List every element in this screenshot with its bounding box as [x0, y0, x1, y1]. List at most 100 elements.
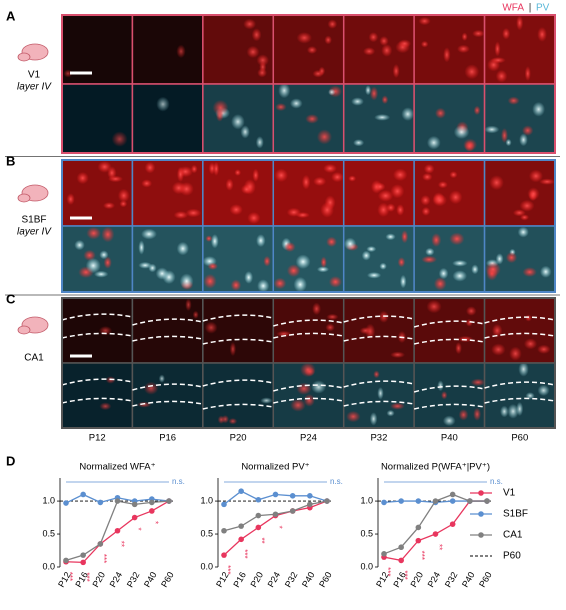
- cell: [192, 310, 199, 319]
- region-label: CA1: [24, 353, 44, 364]
- cell: [155, 267, 169, 280]
- cell: [525, 314, 532, 322]
- image-tile: [132, 363, 203, 428]
- cell: [344, 237, 357, 251]
- cell: [522, 125, 534, 136]
- cell: [373, 370, 380, 379]
- data-point: [432, 531, 439, 537]
- cell: [381, 43, 393, 57]
- age-label: P32: [370, 433, 387, 444]
- cell: [326, 313, 339, 321]
- data-point: [80, 491, 86, 498]
- cell: [176, 44, 186, 59]
- data-point: [449, 521, 456, 527]
- legend-marker: [478, 490, 484, 496]
- cell: [363, 47, 376, 56]
- x-tick-label: P40: [142, 570, 159, 589]
- layer-boundary: [343, 400, 415, 407]
- cell: [494, 41, 501, 57]
- image-tile: [202, 363, 274, 428]
- cell: [296, 32, 313, 44]
- cell: [385, 233, 396, 241]
- series-line: [383, 500, 487, 562]
- layer-boundary: [343, 315, 415, 323]
- data-point: [63, 557, 69, 564]
- x-tick-label: P24: [266, 570, 283, 589]
- cell: [316, 129, 333, 145]
- cell: [190, 164, 198, 174]
- cell: [434, 107, 446, 119]
- data-point: [381, 499, 387, 506]
- y-tick-label: 1.0: [360, 495, 373, 505]
- cell: [93, 270, 109, 278]
- data-point: [432, 498, 439, 504]
- image-tile: [132, 15, 203, 84]
- cell: [421, 255, 438, 264]
- cell: [158, 374, 165, 383]
- cell: [418, 16, 431, 26]
- cell: [212, 99, 229, 116]
- cell: [246, 45, 260, 59]
- layer-boundary: [343, 380, 415, 388]
- legend-label: V1: [503, 488, 516, 499]
- cell: [366, 272, 382, 279]
- cell: [377, 202, 390, 218]
- cell: [179, 181, 194, 196]
- layer-boundary: [413, 338, 485, 345]
- cell: [311, 380, 327, 394]
- significance: *: [274, 526, 283, 529]
- significance: **: [257, 537, 266, 543]
- data-point: [131, 501, 138, 508]
- cell: [432, 194, 448, 207]
- cell: [519, 199, 535, 212]
- cell: [74, 239, 85, 251]
- cell: [464, 64, 480, 80]
- cell: [520, 214, 530, 221]
- cell: [443, 47, 451, 63]
- cell: [401, 230, 409, 244]
- cell: [528, 169, 544, 183]
- layer-boundary: [413, 320, 485, 328]
- cell: [185, 208, 202, 218]
- cell: [441, 391, 448, 400]
- cell: [353, 139, 365, 147]
- y-tick-label: 0.0: [42, 561, 55, 571]
- layer-boundary: [413, 403, 485, 410]
- data-point: [80, 552, 86, 558]
- cell: [433, 277, 447, 291]
- significance: ***: [223, 565, 232, 574]
- cell: [509, 346, 522, 361]
- cell: [449, 232, 465, 246]
- cell: [138, 261, 152, 269]
- cell: [423, 163, 435, 174]
- cell: [366, 245, 377, 253]
- layer-boundary: [202, 338, 274, 345]
- cell: [539, 178, 556, 185]
- cell: [231, 114, 245, 130]
- cell: [374, 182, 386, 191]
- cell: [537, 26, 547, 42]
- cell: [346, 410, 361, 423]
- cell: [392, 168, 408, 182]
- legend-marker: [478, 511, 484, 517]
- y-tick-label: 1.0: [42, 495, 55, 505]
- cell: [398, 39, 412, 48]
- cell: [524, 66, 531, 82]
- cell: [377, 189, 394, 202]
- panel-letter: D: [6, 453, 15, 468]
- cell: [156, 96, 170, 112]
- cell: [244, 271, 254, 284]
- cell: [517, 226, 529, 238]
- layer-boundary: [484, 381, 556, 389]
- layer-boundary: [413, 385, 485, 393]
- cell: [518, 361, 529, 377]
- cell: [328, 88, 336, 96]
- cell: [306, 46, 318, 54]
- cell: [296, 382, 312, 395]
- cell: [229, 204, 243, 216]
- cell: [225, 178, 234, 191]
- cell: [229, 341, 237, 357]
- x-tick-label: P32: [443, 570, 460, 589]
- data-point: [398, 557, 404, 564]
